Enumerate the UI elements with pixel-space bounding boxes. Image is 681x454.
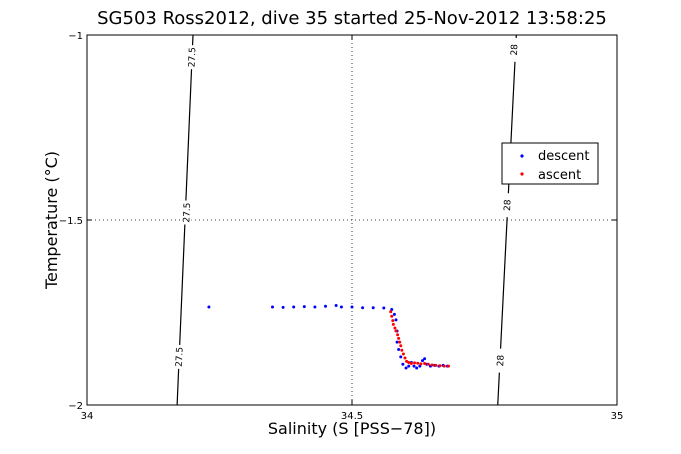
descent-point-1: [271, 305, 274, 309]
contour-label-bg-0-0: [186, 44, 198, 70]
descent-point-7: [334, 303, 338, 307]
x-axis-label: Salinity (S [PSS−78]): [268, 419, 436, 438]
descent-point-27: [420, 359, 424, 363]
legend-marker-ascent: [520, 172, 524, 176]
descent-point-4: [302, 305, 306, 309]
ascent-point-21: [430, 363, 434, 367]
legend-marker-descent: [520, 154, 524, 158]
ascent-point-18: [419, 362, 423, 366]
descent-point-14: [392, 312, 396, 316]
legend: descent ascent: [501, 142, 599, 185]
ascent-point-4: [393, 326, 397, 330]
legend-label-descent: descent: [538, 149, 590, 164]
descent-point-8: [339, 305, 343, 309]
ascent-point-19: [423, 362, 427, 366]
ascent-point-25: [446, 364, 450, 368]
y-tick-label-2: −1: [68, 31, 83, 42]
contour-label-bg-0-1: [181, 200, 193, 225]
data-points: [207, 303, 450, 370]
contour-label-1-0: 28: [510, 44, 521, 56]
descent-point-17: [395, 340, 399, 344]
descent-point-10: [361, 306, 365, 310]
descent-point-6: [324, 304, 327, 308]
contour-label-0-1: 27.5: [182, 202, 193, 222]
contour-label-1-2: 28: [496, 354, 507, 366]
descent-point-28: [423, 357, 427, 361]
descent-point-3: [292, 305, 296, 309]
descent-point-12: [382, 306, 386, 310]
descent-point-2: [281, 305, 285, 309]
descent-point-5: [313, 305, 317, 309]
descent-point-22: [407, 364, 411, 368]
descent-point-15: [394, 318, 398, 322]
ascent-point-5: [394, 329, 398, 333]
descent-point-9: [350, 305, 354, 309]
density-contours: 27.5 27.5 27.5 28 28 28: [173, 34, 521, 406]
contour-label-1-1: 28: [503, 199, 514, 211]
x-tick-label-1: 34.5: [341, 411, 363, 422]
ascent-point-10: [400, 348, 404, 352]
grid: [87, 35, 617, 405]
descent-point-21: [404, 366, 408, 370]
ascent-point-15: [409, 362, 413, 366]
contour-line-1: [497, 34, 517, 406]
ascent-point-11: [401, 352, 405, 356]
ascent-point-24: [442, 364, 446, 368]
ascent-point-20: [426, 362, 430, 366]
axis-ticks: 34 34.5 35 −2 −1.5 −1: [59, 31, 624, 422]
ascent-point-9: [399, 344, 403, 348]
contour-label-0-2: 27.5: [175, 347, 186, 367]
ascent-point-1: [390, 314, 394, 318]
x-tick-label-0: 34: [81, 411, 94, 422]
descent-point-19: [399, 355, 403, 359]
legend-box: [501, 142, 599, 185]
ascent-point-16: [413, 361, 417, 365]
contour-label-bg-0-2: [173, 344, 185, 370]
ascent-point-3: [391, 322, 395, 326]
ascent-point-7: [397, 336, 401, 340]
y-tick-label-1: −1.5: [59, 216, 83, 227]
ascent-point-2: [391, 319, 395, 323]
ascent-point-8: [398, 340, 402, 344]
ascent-point-0: [389, 310, 393, 314]
descent-point-20: [401, 362, 405, 366]
ascent-point-12: [403, 356, 407, 360]
y-axis-label: Temperature (°C): [42, 151, 61, 290]
ascent-point-23: [438, 364, 442, 368]
descent-point-24: [412, 364, 416, 368]
descent-point-18: [397, 348, 401, 351]
descent-point-11: [371, 306, 375, 310]
y-tick-label-0: −2: [68, 401, 83, 412]
ascent-point-22: [434, 363, 438, 367]
contour-label-bg-1-2: [494, 348, 506, 373]
ascent-point-14: [407, 360, 411, 364]
contour-label-bg-1-1: [501, 192, 513, 218]
contour-label-0-0: 27.5: [188, 47, 199, 67]
ascent-point-6: [396, 333, 400, 337]
descent-point-0: [207, 305, 211, 309]
x-tick-label-2: 35: [611, 411, 624, 422]
descent-point-26: [418, 364, 422, 368]
contour-label-bg-1-0: [508, 37, 520, 63]
legend-label-ascent: ascent: [538, 168, 581, 183]
descent-point-13: [390, 308, 394, 312]
chart-title: SG503 Ross2012, dive 35 started 25-Nov-2…: [97, 8, 607, 29]
ascent-point-17: [416, 361, 420, 365]
descent-point-25: [415, 366, 419, 370]
